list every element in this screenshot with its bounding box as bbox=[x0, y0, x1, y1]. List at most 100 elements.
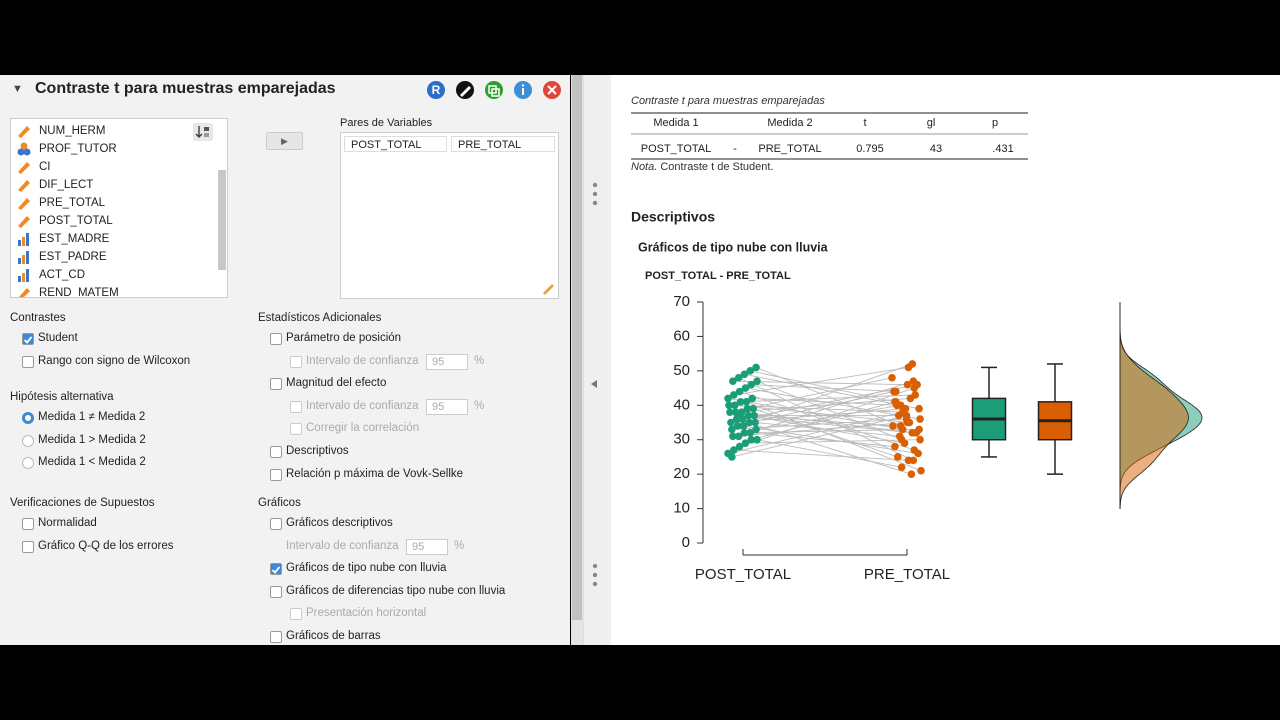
ruler bbox=[18, 126, 30, 138]
checkbox[interactable] bbox=[270, 468, 282, 481]
variable-name[interactable]: POST_TOTAL bbox=[39, 215, 113, 227]
checkbox[interactable] bbox=[270, 378, 282, 391]
checkbox[interactable] bbox=[22, 518, 34, 530]
option-label[interactable]: Gráficos de tipo nube con lluvia bbox=[286, 562, 447, 575]
option-label[interactable]: Normalidad bbox=[38, 517, 97, 529]
checkbox[interactable] bbox=[290, 355, 302, 368]
variable-icon bbox=[18, 180, 30, 192]
radio[interactable] bbox=[22, 434, 34, 447]
pair-cell[interactable]: PRE_TOTAL bbox=[451, 136, 555, 152]
collapse-arrow[interactable]: ▼ bbox=[12, 83, 23, 95]
density bbox=[1119, 302, 1189, 509]
checkbox[interactable] bbox=[270, 518, 282, 530]
checkbox[interactable] bbox=[22, 540, 34, 553]
checkbox[interactable] bbox=[290, 400, 302, 413]
option-label[interactable]: Gráficos de barras bbox=[286, 630, 381, 642]
number-input[interactable]: 95 bbox=[426, 398, 468, 415]
option-label[interactable]: Gráficos de diferencias tipo nube con ll… bbox=[286, 584, 506, 597]
variable-name[interactable]: ACT_CD bbox=[39, 269, 86, 281]
input-unit: % bbox=[474, 399, 485, 412]
point bbox=[894, 453, 902, 461]
option-label[interactable]: Rango con signo de Wilcoxon bbox=[38, 354, 191, 367]
variable-name[interactable]: CI bbox=[39, 161, 51, 173]
info-icon bbox=[521, 84, 525, 87]
pairs-label: Pares de Variables bbox=[340, 117, 433, 129]
list-scrollbar[interactable] bbox=[218, 170, 226, 270]
point bbox=[749, 404, 757, 413]
divider-handles bbox=[591, 182, 598, 587]
variable-name[interactable]: EST_PADRE bbox=[39, 251, 107, 263]
scroll-thumb[interactable] bbox=[572, 75, 582, 620]
move-button[interactable]: ▶ bbox=[266, 132, 303, 150]
radio[interactable] bbox=[22, 412, 34, 424]
checkbox[interactable] bbox=[290, 608, 302, 621]
variable-list[interactable]: NUM_HERM PROF_TUTOR CI DIF_LECT PRE_TOTAL POS… bbox=[10, 118, 228, 298]
point bbox=[734, 432, 743, 441]
variable-name[interactable]: PRE_TOTAL bbox=[39, 197, 106, 209]
point bbox=[908, 429, 917, 437]
radio[interactable] bbox=[22, 457, 34, 470]
variable-icon bbox=[18, 162, 30, 174]
checkbox[interactable] bbox=[270, 446, 282, 458]
checkbox[interactable] bbox=[22, 333, 34, 345]
variable-name[interactable]: REND_MATEM bbox=[39, 287, 119, 298]
variable-icon bbox=[18, 233, 29, 246]
x-tick-label: POST_TOTAL bbox=[695, 566, 791, 583]
checkbox[interactable] bbox=[270, 585, 282, 598]
option-label[interactable]: Presentación horizontal bbox=[306, 607, 427, 620]
number-input[interactable]: 95 bbox=[426, 353, 468, 370]
pairs-box[interactable]: POST_TOTAL PRE_TOTAL bbox=[340, 132, 559, 299]
y-tick-label: 30 bbox=[673, 431, 690, 448]
variable-icon bbox=[17, 142, 31, 156]
panel-scrollbar[interactable] bbox=[571, 75, 583, 645]
bar bbox=[18, 258, 21, 264]
variable-name[interactable]: PROF_TUTOR bbox=[39, 143, 117, 155]
point bbox=[724, 394, 732, 403]
point bbox=[746, 429, 755, 437]
ruler bbox=[18, 198, 30, 210]
option-label[interactable]: Gráficos descriptivos bbox=[286, 517, 393, 529]
option-label[interactable]: Gráfico Q-Q de los errores bbox=[38, 539, 174, 552]
point bbox=[903, 380, 912, 389]
checkbox[interactable] bbox=[290, 423, 302, 436]
r-button[interactable] bbox=[427, 81, 445, 99]
checkbox[interactable] bbox=[22, 355, 34, 368]
variable-name[interactable]: EST_MADRE bbox=[39, 233, 110, 245]
option-label[interactable]: Medida 1 ≠ Medida 2 bbox=[38, 411, 146, 423]
point bbox=[911, 391, 920, 399]
pencil bbox=[460, 86, 471, 97]
column-header: gl bbox=[927, 117, 936, 129]
option-label[interactable]: Relación p máxima de Vovk-Sellke bbox=[286, 467, 464, 480]
pair-cell[interactable]: POST_TOTAL bbox=[344, 136, 447, 152]
table-cell: 43 bbox=[930, 143, 942, 155]
point bbox=[741, 439, 750, 447]
close-icon bbox=[547, 85, 557, 95]
options-panel: ▼ Contraste t para muestras emparejadas … bbox=[0, 75, 570, 645]
option-label[interactable]: Intervalo de confianza bbox=[286, 539, 399, 552]
checkbox[interactable] bbox=[270, 631, 282, 643]
variable-name[interactable]: NUM_HERM bbox=[39, 125, 106, 137]
option-label[interactable]: Medida 1 > Medida 2 bbox=[38, 433, 146, 446]
option-label[interactable]: Student bbox=[38, 332, 78, 344]
option-label[interactable]: Corregir la correlación bbox=[306, 422, 420, 435]
y-tick-label: 0 bbox=[682, 534, 690, 551]
bar bbox=[18, 276, 21, 282]
option-label[interactable]: Parámetro de posición bbox=[286, 332, 402, 344]
option-label[interactable]: Descriptivos bbox=[286, 445, 349, 457]
option-label[interactable]: Intervalo de confianza bbox=[306, 354, 419, 367]
divider[interactable] bbox=[583, 75, 611, 645]
bar bbox=[22, 255, 25, 264]
option-label[interactable]: Magnitud del efecto bbox=[286, 377, 387, 390]
copy-icon bbox=[491, 88, 500, 97]
sort-button[interactable] bbox=[193, 123, 213, 141]
results-panel: Contraste t para muestras emparejadas No… bbox=[611, 75, 1280, 645]
checkbox[interactable] bbox=[270, 563, 282, 576]
checkbox[interactable] bbox=[270, 333, 282, 345]
point bbox=[747, 435, 756, 444]
option-label[interactable]: Intervalo de confianza bbox=[306, 399, 419, 412]
variable-name[interactable]: DIF_LECT bbox=[39, 179, 94, 191]
option-label[interactable]: Medida 1 < Medida 2 bbox=[38, 456, 146, 469]
point bbox=[729, 432, 737, 441]
number-input[interactable]: 95 bbox=[406, 538, 448, 555]
pair-line bbox=[734, 404, 910, 423]
